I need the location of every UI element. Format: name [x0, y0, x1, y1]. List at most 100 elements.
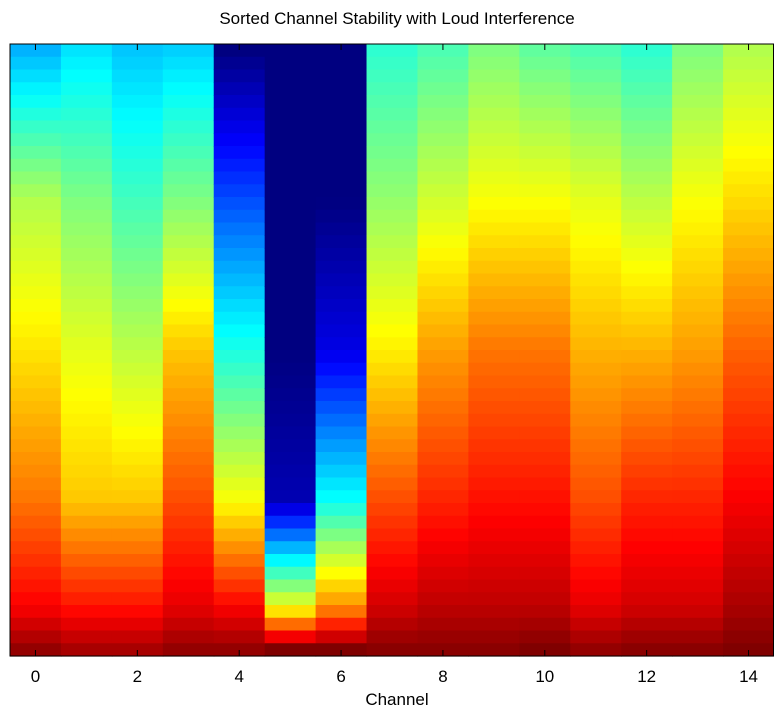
heatmap-cell-ch1-r38 [60, 528, 113, 542]
heatmap-cell-ch5-r31 [264, 439, 317, 453]
heatmap-cell-ch7-r10 [366, 171, 419, 185]
heatmap-cell-ch13-r0 [672, 44, 724, 58]
heatmap-cell-ch14-r29 [723, 413, 774, 428]
heatmap-cell-ch8-r17 [417, 260, 469, 275]
heatmap-cell-ch13-r40 [672, 554, 724, 568]
heatmap-cell-ch12-r13 [621, 209, 673, 224]
heatmap-cell-ch14-r31 [723, 439, 774, 453]
heatmap-cell-ch6-r18 [315, 273, 368, 287]
heatmap-cell-ch6-r25 [315, 362, 368, 377]
heatmap-cell-ch11-r1 [570, 56, 622, 71]
heatmap-cell-ch7-r37 [366, 515, 419, 530]
heatmap-cell-ch8-r34 [417, 477, 469, 491]
heatmap-cell-ch3-r23 [162, 337, 215, 351]
heatmap-cell-ch5-r25 [264, 362, 317, 377]
heatmap-cell-ch13-r26 [672, 375, 724, 389]
heatmap-cell-ch7-r0 [366, 44, 419, 58]
heatmap-cell-ch5-r0 [264, 44, 317, 58]
heatmap-cell-ch7-r4 [366, 95, 419, 109]
heatmap-cell-ch5-r21 [264, 311, 317, 326]
heatmap-cell-ch0-r17 [10, 260, 62, 275]
heatmap-cell-ch12-r30 [621, 426, 673, 440]
heatmap-cell-ch13-r30 [672, 426, 724, 440]
heatmap-cell-ch10-r34 [519, 477, 571, 491]
heatmap-cell-ch1-r19 [60, 286, 113, 300]
heatmap-cell-ch4-r27 [213, 388, 266, 402]
heatmap-cell-ch14-r45 [723, 617, 774, 632]
heatmap-cell-ch6-r11 [315, 184, 368, 198]
heatmap-cell-ch9-r19 [468, 286, 520, 300]
heatmap-cell-ch1-r31 [60, 439, 113, 453]
heatmap-cell-ch10-r2 [519, 69, 571, 83]
heatmap-cell-ch0-r1 [10, 56, 62, 71]
heatmap-cell-ch12-r6 [621, 120, 673, 134]
heatmap-cell-ch8-r40 [417, 554, 469, 568]
heatmap-cell-ch13-r16 [672, 248, 724, 262]
heatmap-cell-ch3-r1 [162, 56, 215, 71]
heatmap-cell-ch10-r16 [519, 248, 571, 262]
heatmap-cell-ch13-r29 [672, 413, 724, 428]
heatmap-cell-ch13-r5 [672, 107, 724, 122]
heatmap-cell-ch7-r2 [366, 69, 419, 83]
heatmap-cell-ch9-r47 [468, 643, 520, 657]
heatmap-cell-ch3-r39 [162, 541, 215, 555]
heatmap-cell-ch8-r27 [417, 388, 469, 402]
heatmap-cell-ch12-r15 [621, 235, 673, 249]
heatmap-cell-ch10-r32 [519, 452, 571, 466]
heatmap-cell-ch8-r44 [417, 605, 469, 619]
heatmap-cell-ch14-r23 [723, 337, 774, 351]
heatmap-cell-ch12-r24 [621, 350, 673, 364]
heatmap-cell-ch9-r16 [468, 248, 520, 262]
heatmap-cell-ch0-r26 [10, 375, 62, 389]
heatmap-cell-ch7-r40 [366, 554, 419, 568]
heatmap-cell-ch8-r15 [417, 235, 469, 249]
heatmap-cell-ch9-r30 [468, 426, 520, 440]
heatmap-cell-ch4-r8 [213, 146, 266, 160]
heatmap-cell-ch3-r18 [162, 273, 215, 287]
heatmap-cell-ch12-r38 [621, 528, 673, 542]
heatmap-cell-ch2-r17 [111, 260, 164, 275]
heatmap-cell-ch12-r40 [621, 554, 673, 568]
heatmap-cell-ch3-r29 [162, 413, 215, 428]
heatmap-cell-ch9-r3 [468, 82, 520, 96]
heatmap-cell-ch0-r4 [10, 95, 62, 109]
heatmap-cell-ch14-r24 [723, 350, 774, 364]
heatmap-cell-ch8-r19 [417, 286, 469, 300]
heatmap-cell-ch4-r4 [213, 95, 266, 109]
heatmap-cells [10, 44, 774, 657]
heatmap-cell-ch14-r25 [723, 362, 774, 377]
heatmap-cell-ch6-r9 [315, 158, 368, 173]
heatmap-cell-ch13-r38 [672, 528, 724, 542]
x-tick-label-6: 6 [336, 667, 345, 686]
heatmap-cell-ch7-r6 [366, 120, 419, 134]
heatmap-cell-ch1-r4 [60, 95, 113, 109]
heatmap-cell-ch0-r9 [10, 158, 62, 173]
heatmap-cell-ch6-r24 [315, 350, 368, 364]
heatmap-cell-ch7-r14 [366, 222, 419, 236]
heatmap-cell-ch9-r14 [468, 222, 520, 236]
heatmap-cell-ch14-r7 [723, 133, 774, 147]
heatmap-cell-ch11-r12 [570, 197, 622, 211]
heatmap-cell-ch7-r34 [366, 477, 419, 491]
heatmap-cell-ch6-r20 [315, 299, 368, 313]
heatmap-cell-ch10-r40 [519, 554, 571, 568]
heatmap-cell-ch10-r20 [519, 299, 571, 313]
heatmap-cell-ch8-r1 [417, 56, 469, 71]
heatmap-cell-ch11-r24 [570, 350, 622, 364]
heatmap-cell-ch11-r22 [570, 324, 622, 338]
heatmap-cell-ch8-r12 [417, 197, 469, 211]
heatmap-cell-ch8-r29 [417, 413, 469, 428]
x-tick-label-4: 4 [234, 667, 243, 686]
heatmap-cell-ch2-r37 [111, 515, 164, 530]
heatmap-cell-ch4-r1 [213, 56, 266, 71]
heatmap-cell-ch3-r19 [162, 286, 215, 300]
heatmap-cell-ch14-r12 [723, 197, 774, 211]
heatmap-cell-ch12-r16 [621, 248, 673, 262]
heatmap-cell-ch1-r44 [60, 605, 113, 619]
heatmap-cell-ch7-r17 [366, 260, 419, 275]
heatmap-cell-ch1-r40 [60, 554, 113, 568]
heatmap-cell-ch9-r24 [468, 350, 520, 364]
heatmap-cell-ch9-r40 [468, 554, 520, 568]
heatmap-cell-ch0-r19 [10, 286, 62, 300]
heatmap-cell-ch4-r20 [213, 299, 266, 313]
